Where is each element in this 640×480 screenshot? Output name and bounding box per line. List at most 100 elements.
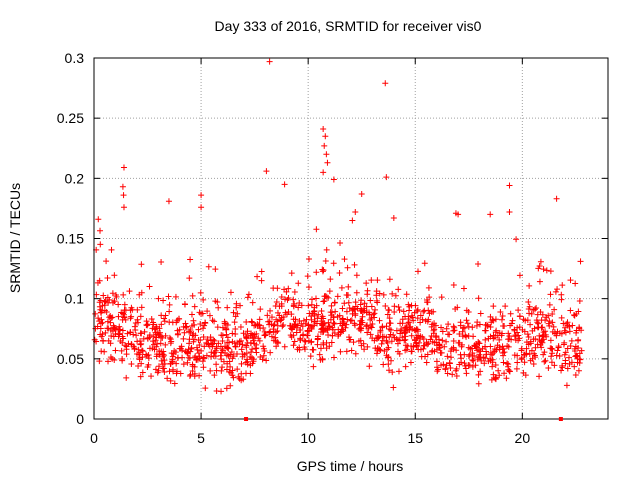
data-point bbox=[575, 345, 582, 352]
x-axis-label: GPS time / hours bbox=[297, 458, 404, 474]
data-point bbox=[453, 347, 460, 354]
data-point bbox=[380, 361, 387, 368]
data-point bbox=[213, 361, 220, 368]
data-point bbox=[126, 288, 133, 295]
data-point bbox=[358, 190, 365, 197]
data-point bbox=[325, 323, 332, 330]
data-point bbox=[371, 337, 378, 344]
data-point bbox=[131, 346, 138, 353]
data-point bbox=[159, 361, 166, 368]
data-point bbox=[518, 345, 525, 352]
data-point bbox=[346, 334, 353, 341]
data-point bbox=[223, 366, 230, 373]
data-point bbox=[503, 375, 510, 382]
data-point bbox=[148, 373, 155, 380]
data-point bbox=[307, 353, 314, 360]
data-point bbox=[331, 320, 338, 327]
data-point bbox=[553, 332, 560, 339]
data-point bbox=[513, 365, 520, 372]
data-point bbox=[100, 292, 107, 299]
data-point bbox=[248, 330, 255, 337]
y-tick-label: 0 bbox=[76, 411, 84, 427]
data-point bbox=[413, 335, 420, 342]
data-point bbox=[187, 371, 194, 378]
data-point bbox=[119, 310, 126, 317]
data-point bbox=[138, 360, 145, 367]
data-point bbox=[499, 313, 506, 320]
data-point bbox=[438, 349, 445, 356]
data-point bbox=[169, 356, 176, 363]
data-point bbox=[244, 294, 251, 301]
data-point bbox=[199, 358, 206, 365]
data-point bbox=[158, 259, 165, 266]
data-point bbox=[575, 367, 582, 374]
data-point bbox=[213, 367, 220, 374]
data-point bbox=[274, 309, 281, 316]
data-point bbox=[321, 142, 328, 149]
data-point bbox=[127, 307, 134, 314]
data-point bbox=[524, 317, 531, 324]
y-tick-label: 0.05 bbox=[57, 351, 84, 367]
data-point bbox=[204, 308, 211, 315]
data-point bbox=[328, 312, 335, 319]
data-point bbox=[417, 312, 424, 319]
data-point bbox=[566, 323, 573, 330]
data-point bbox=[119, 357, 126, 364]
data-point bbox=[489, 363, 496, 370]
data-point bbox=[143, 351, 150, 358]
data-point bbox=[182, 320, 189, 327]
data-point bbox=[182, 324, 189, 331]
data-point bbox=[548, 353, 555, 360]
data-point bbox=[319, 313, 326, 320]
data-point bbox=[292, 316, 299, 323]
data-point bbox=[340, 319, 347, 326]
data-point bbox=[319, 266, 326, 273]
data-point bbox=[475, 339, 482, 346]
data-point bbox=[123, 351, 130, 358]
data-point bbox=[185, 354, 192, 361]
data-point bbox=[256, 337, 263, 344]
data-point bbox=[304, 273, 311, 280]
data-point bbox=[227, 351, 234, 358]
data-point bbox=[364, 343, 371, 350]
data-point bbox=[267, 328, 274, 335]
data-point bbox=[529, 327, 536, 334]
data-point bbox=[175, 354, 182, 361]
data-point bbox=[500, 359, 507, 366]
data-point bbox=[268, 314, 275, 321]
data-point bbox=[275, 340, 282, 347]
data-point bbox=[342, 324, 349, 331]
data-point bbox=[227, 363, 234, 370]
data-point bbox=[386, 367, 393, 374]
data-point bbox=[493, 374, 500, 381]
data-point bbox=[490, 317, 497, 324]
axis-ticks bbox=[93, 57, 608, 420]
chart-title: Day 333 of 2016, SRMTID for receiver vis… bbox=[215, 18, 482, 34]
data-point bbox=[230, 374, 237, 381]
data-point bbox=[227, 382, 234, 389]
data-point bbox=[137, 338, 144, 345]
data-point bbox=[281, 343, 288, 350]
data-point bbox=[566, 354, 573, 361]
data-point bbox=[446, 331, 453, 338]
data-point bbox=[567, 277, 574, 284]
data-point bbox=[393, 335, 400, 342]
data-point bbox=[197, 320, 204, 327]
data-point bbox=[353, 272, 360, 279]
data-point bbox=[475, 371, 482, 378]
data-point bbox=[232, 313, 239, 320]
data-point bbox=[232, 330, 239, 337]
data-point bbox=[558, 314, 565, 321]
data-point bbox=[396, 307, 403, 314]
data-point bbox=[450, 338, 457, 345]
data-point bbox=[97, 325, 104, 332]
data-point bbox=[104, 318, 111, 325]
data-point bbox=[242, 359, 249, 366]
data-point bbox=[352, 310, 359, 317]
data-point bbox=[157, 334, 164, 341]
data-point bbox=[154, 340, 161, 347]
data-point bbox=[386, 276, 393, 283]
data-point bbox=[477, 368, 484, 375]
data-point bbox=[195, 336, 202, 343]
data-point bbox=[482, 336, 489, 343]
